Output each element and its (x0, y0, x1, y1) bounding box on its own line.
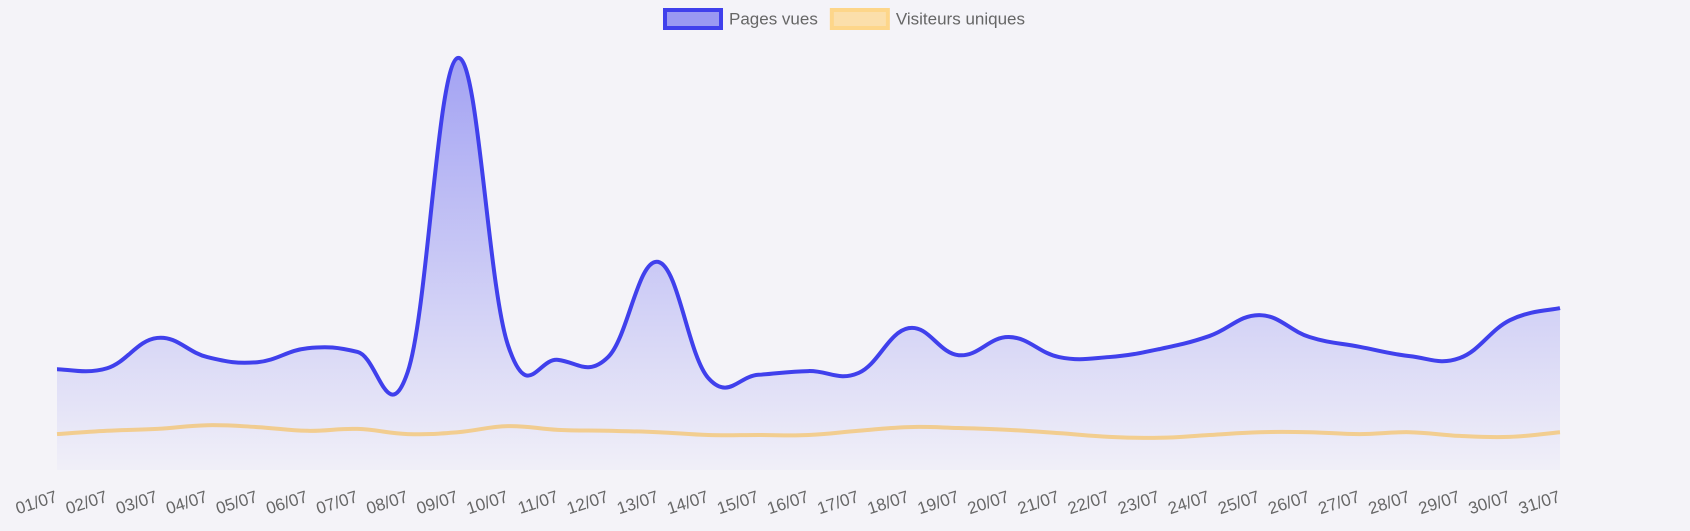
x-tick-label: 17/07 (815, 487, 861, 518)
x-tick-label: 26/07 (1266, 487, 1312, 518)
x-tick-label: 19/07 (915, 487, 961, 518)
x-tick-label: 24/07 (1166, 487, 1212, 518)
x-tick-label: 21/07 (1015, 487, 1061, 518)
x-tick-label: 20/07 (965, 487, 1011, 518)
legend-swatch (663, 8, 723, 30)
x-tick-label: 07/07 (314, 487, 360, 518)
x-tick-label: 04/07 (164, 487, 210, 518)
x-tick-label: 05/07 (214, 487, 260, 518)
x-tick-label: 16/07 (765, 487, 811, 518)
x-tick-label: 28/07 (1366, 487, 1412, 518)
legend-label: Pages vues (729, 9, 818, 28)
x-tick-label: 09/07 (414, 487, 460, 518)
x-tick-label: 03/07 (113, 487, 159, 518)
legend-swatch (829, 8, 890, 30)
x-tick-label: 10/07 (464, 487, 510, 518)
x-tick-label: 14/07 (665, 487, 711, 518)
x-tick-label: 08/07 (364, 487, 410, 518)
x-tick-label: 02/07 (63, 487, 109, 518)
x-tick-label: 22/07 (1065, 487, 1111, 518)
x-tick-label: 25/07 (1216, 487, 1262, 518)
area-fill (57, 57, 1560, 471)
x-tick-label: 30/07 (1466, 487, 1512, 518)
line (56, 55, 1561, 397)
x-tick-label: 15/07 (715, 487, 761, 518)
legend-label: Visiteurs uniques (896, 9, 1025, 28)
x-tick-label: 01/07 (13, 487, 59, 518)
x-tick-label: 23/07 (1115, 487, 1161, 518)
x-tick-label: 12/07 (564, 487, 610, 518)
x-tick-label: 29/07 (1416, 487, 1462, 518)
x-tick-label: 11/07 (515, 487, 560, 518)
x-tick-label: 18/07 (865, 487, 911, 518)
x-tick-label: 06/07 (264, 487, 310, 518)
x-tick-label: 13/07 (614, 487, 660, 518)
x-tick-label: 31/07 (1516, 487, 1562, 518)
x-tick-label: 27/07 (1316, 487, 1362, 518)
